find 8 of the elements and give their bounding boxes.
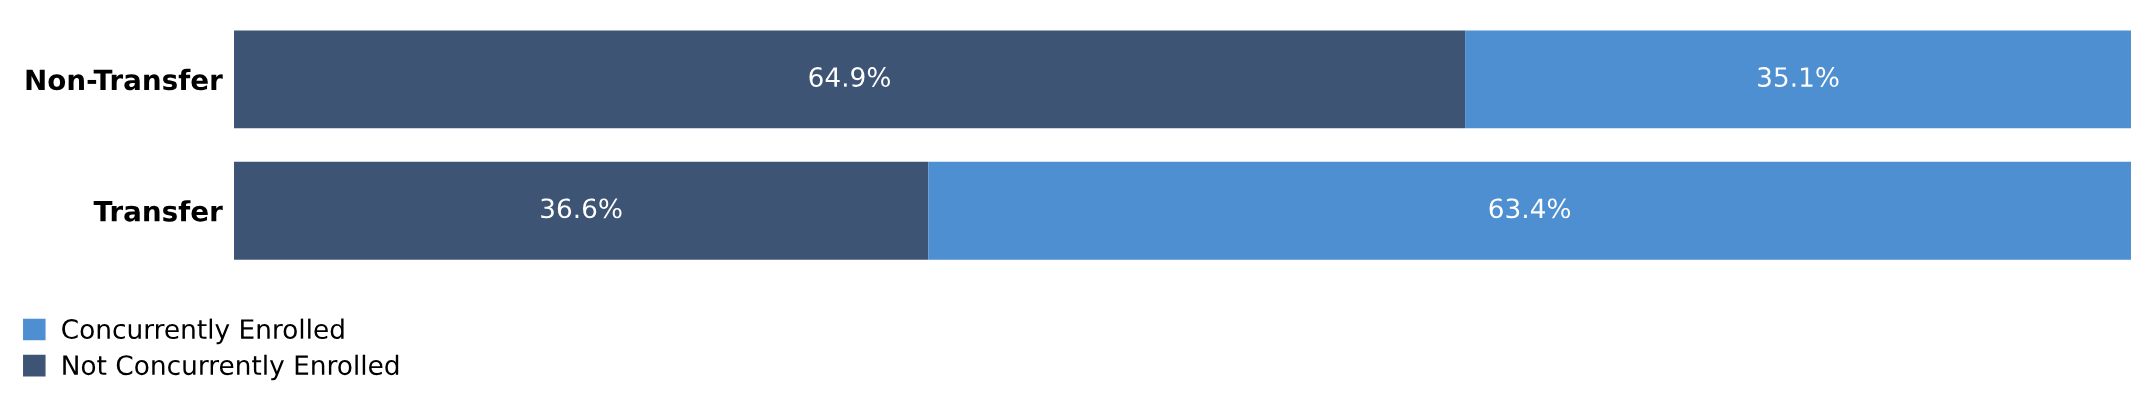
data-label: 36.6% [541,198,622,219]
legend-label: Not Concurrently Enrolled [63,354,399,381]
data-label: 63.4% [1489,198,1571,219]
data-label: 35.1% [1758,67,1839,88]
y-tick-label: Transfer [93,200,223,222]
data-label: 64.9% [809,67,890,88]
y-tick-label: Non-Transfer [26,68,223,91]
legend-label: Concurrently Enrolled [62,318,344,345]
